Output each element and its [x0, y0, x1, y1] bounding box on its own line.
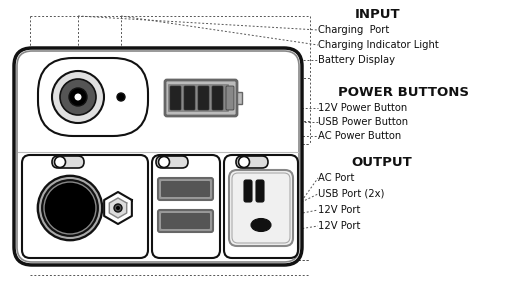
FancyBboxPatch shape — [156, 156, 188, 168]
Text: Charging  Port: Charging Port — [318, 25, 389, 35]
FancyBboxPatch shape — [244, 180, 252, 202]
Text: Charging Indicator Light: Charging Indicator Light — [318, 40, 439, 50]
Circle shape — [44, 182, 96, 234]
Circle shape — [60, 79, 96, 115]
Circle shape — [52, 71, 104, 123]
Text: AC Power Button: AC Power Button — [318, 131, 401, 141]
Circle shape — [116, 206, 120, 210]
Circle shape — [117, 93, 125, 101]
FancyBboxPatch shape — [212, 86, 223, 110]
FancyBboxPatch shape — [226, 86, 234, 110]
FancyBboxPatch shape — [184, 86, 195, 110]
Text: AC Port: AC Port — [318, 173, 354, 183]
Ellipse shape — [251, 219, 271, 232]
FancyBboxPatch shape — [236, 156, 268, 168]
FancyBboxPatch shape — [161, 181, 210, 197]
Text: 12V Port: 12V Port — [318, 205, 360, 215]
Polygon shape — [104, 192, 132, 224]
FancyBboxPatch shape — [170, 86, 181, 110]
FancyBboxPatch shape — [38, 58, 148, 136]
Circle shape — [114, 204, 122, 212]
FancyBboxPatch shape — [165, 80, 237, 116]
FancyBboxPatch shape — [52, 156, 84, 168]
Text: Battery Display: Battery Display — [318, 55, 395, 65]
FancyBboxPatch shape — [229, 170, 293, 246]
FancyBboxPatch shape — [158, 178, 213, 200]
FancyBboxPatch shape — [14, 48, 302, 265]
FancyBboxPatch shape — [168, 84, 229, 112]
FancyBboxPatch shape — [198, 86, 209, 110]
Bar — [237, 92, 242, 104]
Circle shape — [239, 157, 249, 168]
Text: 12V Port: 12V Port — [318, 221, 360, 231]
Circle shape — [38, 176, 102, 240]
Text: USB Port (2x): USB Port (2x) — [318, 189, 384, 199]
FancyBboxPatch shape — [22, 155, 148, 258]
Circle shape — [74, 93, 82, 100]
Text: INPUT: INPUT — [355, 8, 401, 20]
Circle shape — [69, 88, 87, 106]
FancyBboxPatch shape — [256, 180, 264, 202]
FancyBboxPatch shape — [161, 213, 210, 229]
Text: OUTPUT: OUTPUT — [351, 155, 412, 168]
Polygon shape — [109, 198, 127, 218]
Text: 12V Power Button: 12V Power Button — [318, 103, 407, 113]
FancyBboxPatch shape — [152, 155, 220, 258]
Text: POWER BUTTONS: POWER BUTTONS — [338, 86, 469, 100]
Circle shape — [54, 157, 66, 168]
FancyBboxPatch shape — [224, 155, 298, 258]
Text: USB Power Button: USB Power Button — [318, 117, 408, 127]
Circle shape — [159, 157, 169, 168]
FancyBboxPatch shape — [158, 210, 213, 232]
